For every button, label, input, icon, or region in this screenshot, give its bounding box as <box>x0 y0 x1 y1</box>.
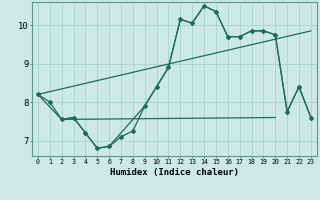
X-axis label: Humidex (Indice chaleur): Humidex (Indice chaleur) <box>110 168 239 177</box>
